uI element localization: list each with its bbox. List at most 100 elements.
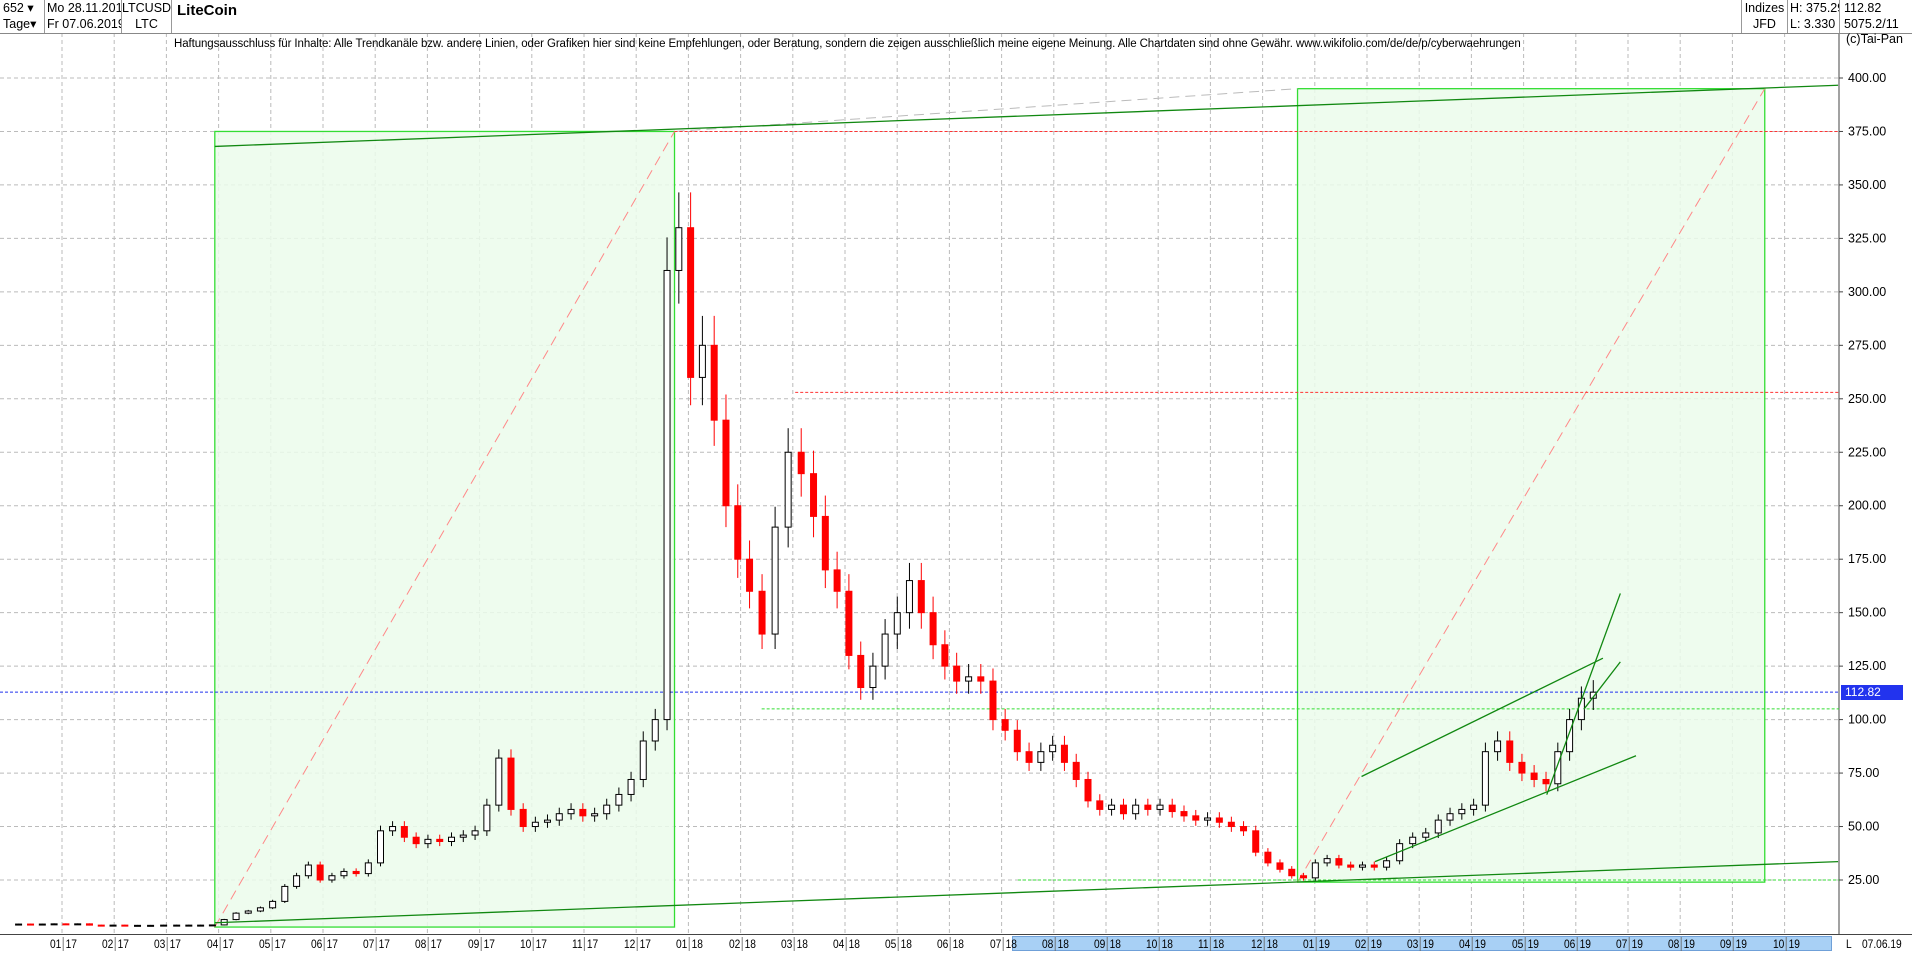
y-tick-label: 50.00 bbox=[1848, 820, 1879, 834]
candle bbox=[50, 923, 58, 926]
candle bbox=[412, 836, 420, 845]
x-tick-label: 07 19 bbox=[1616, 937, 1643, 951]
candle bbox=[1422, 832, 1430, 838]
x-tick-label: 11 17 bbox=[572, 937, 599, 951]
tick-month: 05 bbox=[258, 937, 271, 951]
tick-year: 17 bbox=[376, 937, 391, 951]
candle bbox=[448, 836, 456, 843]
candle bbox=[941, 644, 949, 667]
candle bbox=[1084, 778, 1092, 802]
candle bbox=[1180, 811, 1188, 817]
x-tick-label: 02 17 bbox=[102, 937, 130, 951]
tick-year: 19 bbox=[1472, 937, 1487, 951]
candle bbox=[97, 924, 105, 927]
x-tick-label: 05 19 bbox=[1512, 937, 1539, 951]
chart-header: 652 ▾ Tage▾ Mo 28.11.2016 Fr 07.06.2019 … bbox=[0, 0, 1912, 34]
candle bbox=[1060, 744, 1068, 763]
candle bbox=[1132, 804, 1140, 815]
x-tick-label: 05 17 bbox=[259, 937, 286, 951]
candle bbox=[134, 924, 142, 927]
tick-year: 17 bbox=[480, 937, 495, 951]
candle bbox=[400, 826, 408, 838]
candle bbox=[1458, 808, 1466, 815]
candle bbox=[160, 924, 168, 927]
candle bbox=[507, 757, 515, 810]
tick-month: 10 bbox=[1146, 937, 1158, 951]
tick-month: 10 bbox=[1772, 937, 1784, 951]
candle bbox=[1481, 751, 1489, 806]
date-range-cell[interactable]: Mo 28.11.2016 Fr 07.06.2019 bbox=[45, 0, 122, 33]
candle bbox=[244, 910, 252, 914]
candle bbox=[784, 451, 792, 528]
trend-line bbox=[214, 84, 1839, 148]
y-tick-label: 325.00 bbox=[1848, 231, 1886, 245]
tick-month: 05 bbox=[1511, 937, 1523, 951]
candle bbox=[857, 654, 865, 689]
candle bbox=[316, 864, 324, 881]
tick-year: 17 bbox=[532, 937, 547, 951]
tick-year: 18 bbox=[793, 937, 808, 951]
candle bbox=[1276, 862, 1284, 870]
time-axis-scroll-band[interactable] bbox=[1012, 936, 1832, 951]
tick-month: 11 bbox=[1198, 937, 1209, 951]
tick-year: 19 bbox=[1576, 937, 1591, 951]
candle bbox=[1409, 836, 1417, 845]
tick-year: 19 bbox=[1733, 937, 1748, 951]
source: JFD bbox=[1753, 17, 1776, 31]
candle bbox=[1096, 800, 1104, 810]
candle bbox=[232, 912, 240, 921]
x-tick-label: 09 19 bbox=[1720, 937, 1748, 951]
trend-line bbox=[1546, 593, 1621, 795]
last-price-marker: 112.82 bbox=[1841, 685, 1903, 701]
candle bbox=[1001, 719, 1009, 731]
candle bbox=[881, 633, 889, 667]
x-tick-label: 10 19 bbox=[1773, 937, 1800, 951]
tick-year: 18 bbox=[950, 937, 965, 951]
candle bbox=[1323, 858, 1331, 864]
tick-month: 09 bbox=[1094, 937, 1106, 951]
candle bbox=[710, 344, 718, 421]
x-tick-label: 05 18 bbox=[885, 937, 913, 951]
x-tick-label: 08 18 bbox=[1042, 937, 1069, 951]
time-axis[interactable]: L 07.06.19 01 17 02 17 03 17 04 17 05 17 06 17 07 17 0… bbox=[0, 934, 1912, 953]
tick-month: 06 bbox=[937, 937, 949, 951]
candle bbox=[1530, 772, 1538, 780]
trend-line bbox=[1361, 657, 1604, 778]
high-low-cell: H: 375.29 L: 3.330 bbox=[1788, 0, 1840, 33]
interval: Tage bbox=[3, 17, 31, 31]
candle bbox=[977, 676, 985, 682]
bar-count-select[interactable]: 652 ▾ bbox=[3, 0, 44, 16]
candle bbox=[471, 830, 479, 836]
candle bbox=[845, 590, 853, 656]
candle bbox=[1227, 821, 1235, 828]
candle bbox=[953, 665, 961, 682]
tick-month: 03 bbox=[780, 937, 793, 951]
candle bbox=[663, 269, 671, 721]
candle bbox=[1037, 751, 1045, 763]
extra-info: 5075.2/11 bbox=[1844, 17, 1899, 31]
x-tick-label: 01 19 bbox=[1303, 937, 1330, 951]
tick-month: 01 bbox=[50, 937, 62, 951]
x-tick-label: 03 19 bbox=[1407, 937, 1435, 951]
interval-select[interactable]: Tage▾ bbox=[3, 16, 44, 32]
dropdown-arrow-icon: ▾ bbox=[27, 1, 34, 15]
candle bbox=[746, 558, 754, 592]
tick-year: 17 bbox=[324, 937, 338, 951]
tick-month: 10 bbox=[519, 937, 532, 951]
tick-year: 17 bbox=[584, 937, 599, 951]
candle bbox=[173, 924, 181, 927]
x-tick-label: 07 18 bbox=[990, 937, 1017, 951]
x-tick-label: 03 17 bbox=[154, 937, 182, 951]
candle bbox=[1347, 864, 1355, 868]
tick-year: 17 bbox=[271, 937, 286, 951]
tick-year: 18 bbox=[1210, 937, 1225, 951]
tick-month: 06 bbox=[1563, 937, 1576, 951]
candle bbox=[687, 227, 695, 378]
tick-year: 18 bbox=[741, 937, 756, 951]
candle bbox=[495, 757, 503, 806]
candle bbox=[1434, 819, 1442, 834]
candle bbox=[905, 580, 913, 614]
tick-year: 17 bbox=[167, 937, 182, 951]
tick-month: 02 bbox=[102, 937, 114, 951]
